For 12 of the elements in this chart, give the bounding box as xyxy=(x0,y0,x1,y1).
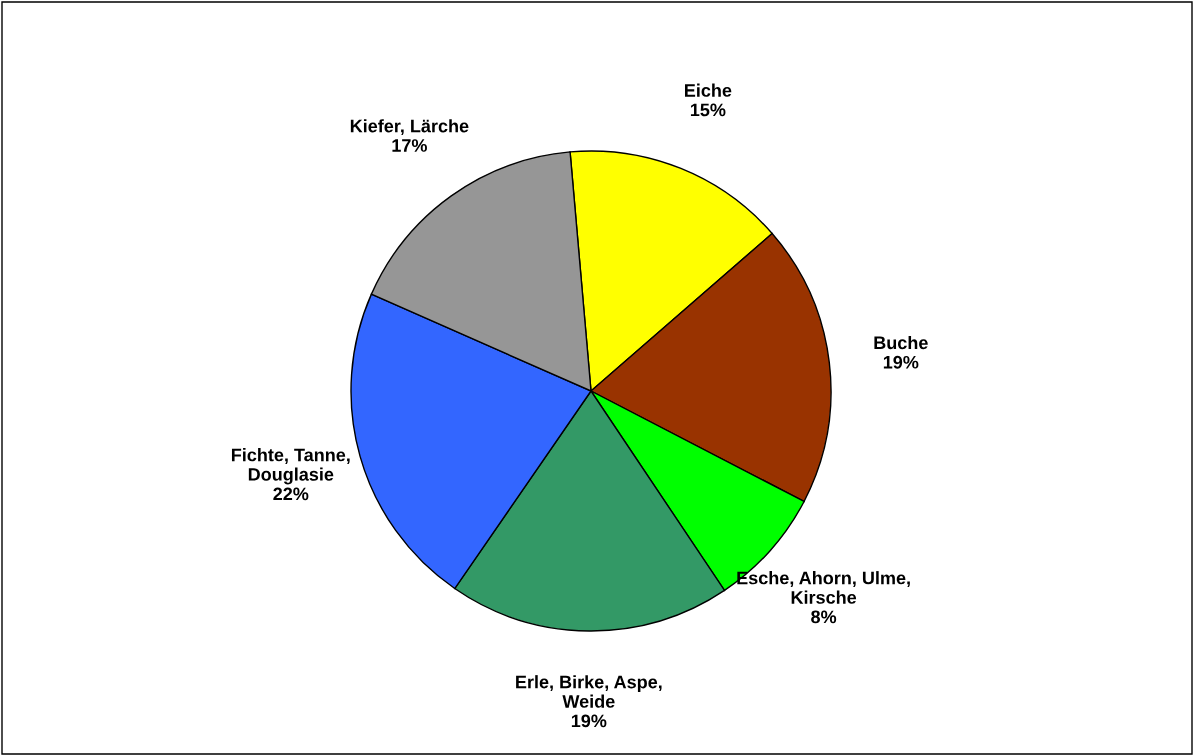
slice-label: Buche xyxy=(874,335,928,350)
slice-label: Erle, Birke, Aspe, Weide xyxy=(516,675,662,708)
data-label: 19% xyxy=(883,355,919,369)
data-label: 19% xyxy=(571,714,607,728)
slice-label: Esche, Ahorn, Ulme, Kirsche xyxy=(737,571,910,604)
data-label: 17% xyxy=(392,139,427,152)
slice-label: Eiche xyxy=(685,83,732,97)
slice-label: Kiefer, Lärche xyxy=(350,119,469,136)
slice-label: Fichte, Tanne, Douglasie xyxy=(231,448,350,485)
data-label: 8% xyxy=(811,610,837,624)
data-label: 15% xyxy=(690,103,726,117)
data-label: 22% xyxy=(273,487,309,501)
